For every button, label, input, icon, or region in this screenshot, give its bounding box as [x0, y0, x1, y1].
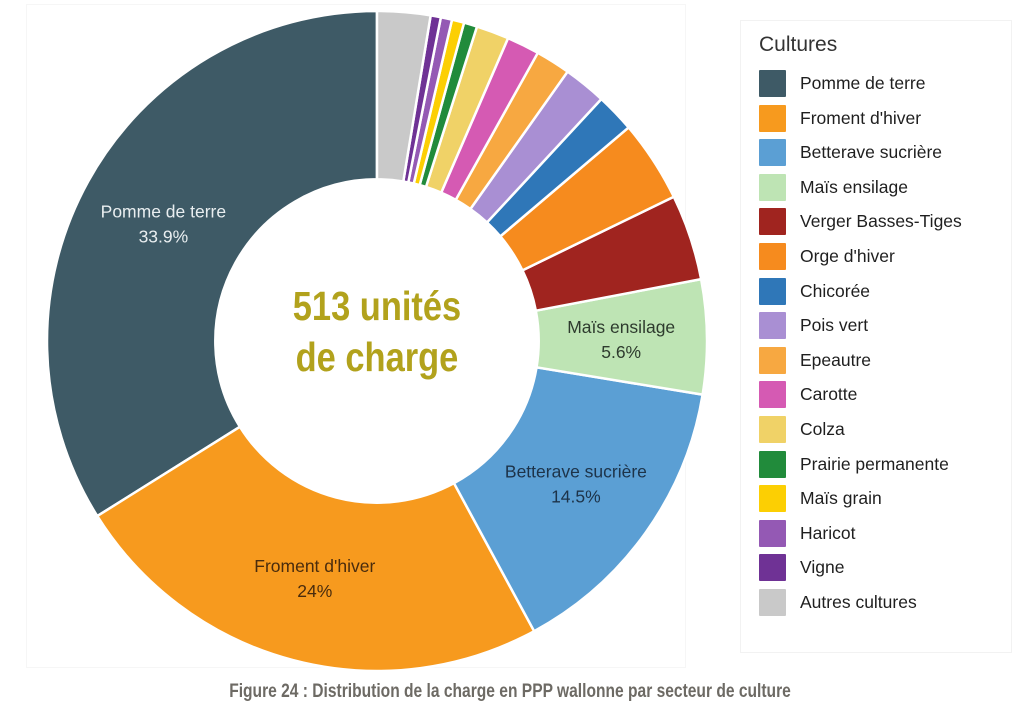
- legend-swatch: [759, 415, 786, 443]
- legend-label: Betterave sucrière: [800, 142, 943, 163]
- center-label-line2: de charge: [295, 334, 459, 380]
- legend-swatch: [759, 554, 786, 582]
- legend-item: Haricot: [759, 519, 1011, 547]
- legend-swatch: [759, 139, 786, 167]
- donut-slice-froment-d-hiver: [95, 425, 536, 673]
- legend-swatch: [759, 381, 786, 409]
- legend-item: Autres cultures: [759, 588, 1011, 616]
- legend-label: Orge d'hiver: [800, 245, 895, 266]
- legend-label: Froment d'hiver: [800, 107, 922, 128]
- legend-label: Chicorée: [800, 280, 871, 301]
- legend-item: Carotte: [759, 381, 1011, 409]
- legend-item: Chicorée: [759, 277, 1011, 305]
- legend-swatch: [759, 208, 786, 236]
- legend-swatch: [759, 588, 786, 616]
- legend-label: Pomme de terre: [800, 73, 926, 93]
- legend-label: Maïs ensilage: [800, 176, 908, 197]
- slice-label: Pomme de terre 33.9%: [101, 202, 226, 247]
- legend-item: Colza: [759, 415, 1011, 443]
- legend-item: Maïs ensilage: [759, 173, 1011, 201]
- legend-label: Autres cultures: [800, 591, 917, 612]
- legend-label: Verger Basses-Tiges: [800, 211, 962, 232]
- legend-item: Orge d'hiver: [759, 242, 1011, 270]
- legend-swatch: [759, 485, 786, 513]
- legend-item: Pois vert: [759, 312, 1011, 340]
- legend-swatch: [759, 450, 786, 478]
- legend-label: Vigne: [800, 557, 845, 578]
- legend-label: Maïs grain: [800, 488, 882, 509]
- legend-item: Betterave sucrière: [759, 139, 1011, 167]
- legend-swatch: [759, 104, 786, 132]
- slice-label: Betterave sucrière 14.5%: [505, 462, 647, 507]
- legend-swatch: [759, 519, 786, 547]
- legend: Cultures Pomme de terre Froment d'hiver Be…: [740, 20, 1012, 653]
- legend-items: Pomme de terre Froment d'hiver Betterave s…: [759, 70, 1011, 616]
- legend-title: Cultures: [759, 33, 838, 56]
- legend-item: Vigne: [759, 554, 1011, 582]
- figure-caption: Figure 24 : Distribution de la charge en…: [229, 681, 791, 702]
- donut-slice-pomme-de-terre: [45, 9, 379, 518]
- legend-item: Epeautre: [759, 346, 1011, 374]
- legend-label: Carotte: [800, 384, 858, 405]
- slice-label: Maïs ensilage 5.6%: [567, 317, 675, 362]
- legend-swatch: [759, 173, 786, 201]
- legend-item: Prairie permanente: [759, 450, 1011, 478]
- legend-swatch: [759, 70, 786, 97]
- legend-label: Prairie permanente: [800, 453, 949, 474]
- legend-swatch: [759, 346, 786, 374]
- legend-label: Colza: [800, 418, 845, 439]
- slice-label: Froment d'hiver 24%: [254, 556, 375, 601]
- center-label-line1: 513 unités: [292, 283, 462, 329]
- donut-slice-autres-cultures: [375, 9, 433, 183]
- legend-label: Epeautre: [800, 349, 872, 370]
- legend-label: Pois vert: [800, 315, 869, 336]
- legend-item: Maïs grain: [759, 485, 1011, 513]
- donut-chart: Pomme de terre 33.9% Froment d'hiver 24% Bet…: [45, 9, 709, 673]
- figure-panel: Pomme de terre 33.9% Froment d'hiver 24% Bet…: [26, 4, 709, 673]
- legend-swatch: [759, 277, 786, 305]
- legend-item: Froment d'hiver: [759, 104, 1011, 132]
- legend-label: Haricot: [800, 522, 856, 543]
- legend-item: Verger Basses-Tiges: [759, 208, 1011, 236]
- legend-swatch: [759, 242, 786, 270]
- donut-slice-betterave-sucri-re: [452, 365, 705, 633]
- legend-swatch: [759, 312, 786, 340]
- legend-item: Pomme de terre: [759, 70, 1011, 97]
- donut-center-label: 513 unités de charge: [251, 281, 503, 383]
